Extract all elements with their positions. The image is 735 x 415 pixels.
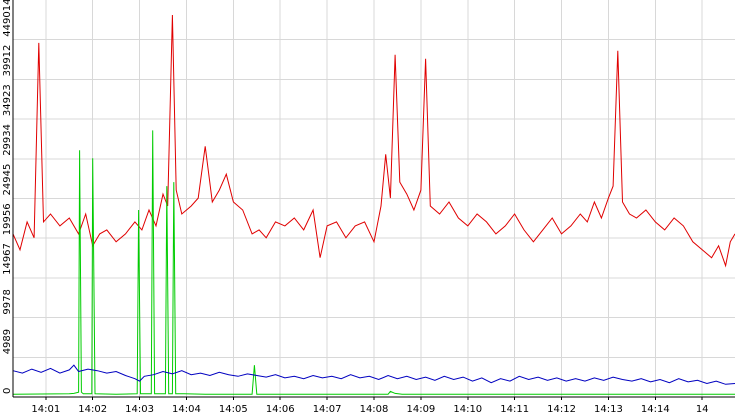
y-tick-label: 14967 bbox=[2, 243, 13, 275]
x-tick-labels: 14:01 14:02 14:03 14:04 14:05 14:06 14:07 14:08… bbox=[31, 404, 708, 415]
y-tick-label: 0 bbox=[2, 388, 13, 394]
x-tick-label: 14:01 bbox=[31, 404, 60, 415]
axes bbox=[12, 0, 735, 400]
y-tick-label: 19956 bbox=[2, 203, 13, 235]
x-tick-label: 14:10 bbox=[453, 404, 482, 415]
x-tick-label: 14:14 bbox=[641, 404, 670, 415]
x-tick-label: 14:03 bbox=[125, 404, 154, 415]
series-layer bbox=[12, 14, 735, 395]
series-line-1 bbox=[12, 14, 735, 268]
y-tick-label: 4490149890 bbox=[2, 0, 13, 37]
x-tick-label: 14:06 bbox=[266, 404, 295, 415]
y-tick-label: 4989 bbox=[2, 329, 13, 354]
x-tick-label: 14:11 bbox=[500, 404, 529, 415]
y-tick-label: 29934 bbox=[2, 124, 13, 156]
x-tick-label: 14 bbox=[696, 404, 709, 415]
y-tick-labels: 0 4989 9978 14967 19956 24945 29934 34923 39912 4… bbox=[2, 0, 13, 394]
x-tick-label: 14:05 bbox=[219, 404, 248, 415]
x-tick-label: 14:13 bbox=[594, 404, 623, 415]
x-tick-label: 14:04 bbox=[172, 404, 201, 415]
y-tick-label: 39912 bbox=[2, 45, 13, 77]
x-tick-label: 14:07 bbox=[313, 404, 342, 415]
series-line-3 bbox=[12, 364, 735, 385]
y-tick-label: 9978 bbox=[2, 289, 13, 314]
x-tick-label: 14:12 bbox=[547, 404, 576, 415]
grid-lines bbox=[13, 0, 735, 398]
y-tick-label: 34923 bbox=[2, 84, 13, 116]
series-line-2 bbox=[12, 130, 735, 395]
x-tick-label: 14:09 bbox=[406, 404, 435, 415]
y-tick-label: 24945 bbox=[2, 164, 13, 196]
x-tick-label: 14:08 bbox=[360, 404, 389, 415]
x-tick-label: 14:02 bbox=[78, 404, 107, 415]
